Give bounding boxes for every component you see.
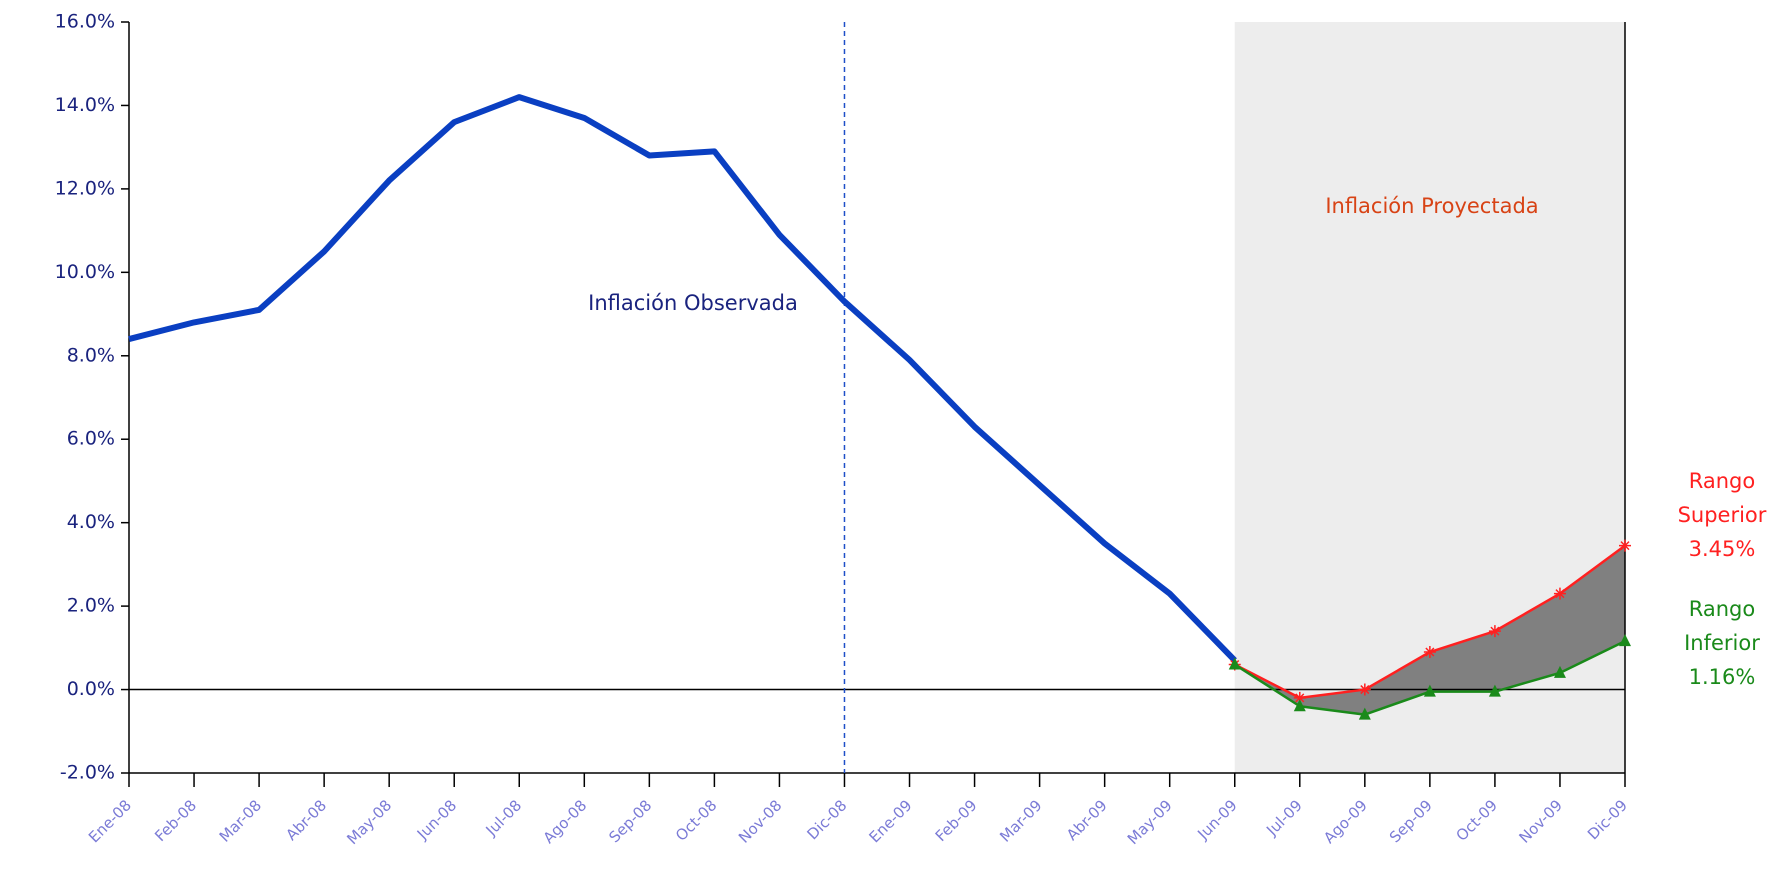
x-tick-label: Ago-09 — [1320, 796, 1371, 847]
x-tick-label: Sep-09 — [1386, 796, 1436, 846]
y-tick-label: 12.0% — [55, 177, 115, 199]
x-tick-label: Jun-09 — [1193, 796, 1240, 843]
series-line — [128, 94, 1237, 663]
y-tick-label: 8.0% — [67, 344, 115, 366]
annotation: 3.45% — [1689, 537, 1756, 561]
marker — [1488, 625, 1501, 638]
y-tick-label: -2.0% — [60, 762, 115, 784]
annotation: Rango — [1689, 597, 1756, 621]
y-tick-label: 2.0% — [67, 595, 115, 617]
marker — [1488, 684, 1501, 697]
x-tick-label: Abr-08 — [282, 796, 330, 844]
marker — [1423, 684, 1436, 697]
annotation: Inflación Proyectada — [1325, 194, 1538, 218]
annotation: 1.16% — [1689, 665, 1756, 689]
marker — [1293, 699, 1306, 712]
marker — [1358, 683, 1371, 696]
x-tick-label: Jul-09 — [1262, 796, 1306, 840]
x-tick-label: Oct-08 — [672, 796, 720, 844]
x-tick-label: Nov-08 — [735, 796, 785, 846]
x-tick-label: May-09 — [1124, 796, 1176, 848]
x-tick-label: Dic-09 — [1584, 796, 1631, 843]
x-tick-label: Feb-08 — [151, 796, 200, 845]
annotation: Inferior — [1684, 631, 1760, 655]
y-tick-label: 6.0% — [67, 428, 115, 450]
x-tick-label: May-08 — [343, 796, 395, 848]
x-tick-label: Mar-09 — [996, 796, 1045, 845]
x-tick-label: Mar-08 — [216, 796, 265, 845]
range-area — [1234, 545, 1625, 715]
y-tick-label: 14.0% — [55, 94, 115, 116]
y-tick-label: 10.0% — [55, 261, 115, 283]
marker — [1228, 657, 1241, 670]
y-tick-label: 16.0% — [55, 11, 115, 33]
y-tick-label: 0.0% — [67, 678, 115, 700]
marker — [1553, 587, 1566, 600]
x-tick-label: Jun-08 — [413, 796, 460, 843]
x-tick-label: Dic-08 — [803, 796, 850, 843]
x-tick-label: Abr-09 — [1063, 796, 1111, 844]
x-tick-label: Ene-09 — [866, 796, 916, 846]
marker — [1293, 691, 1306, 704]
annotation: Superior — [1678, 503, 1767, 527]
marker — [1358, 707, 1371, 720]
x-tick-label: Sep-08 — [605, 796, 655, 846]
marker — [1619, 539, 1631, 552]
x-tick-label: Nov-09 — [1515, 796, 1565, 846]
x-tick-label: Oct-09 — [1453, 796, 1501, 844]
y-tick-label: 4.0% — [67, 511, 115, 533]
marker — [1553, 665, 1566, 678]
annotation: Rango — [1689, 469, 1756, 493]
annotation: Inflación Observada — [588, 291, 798, 315]
x-tick-label: Feb-09 — [932, 796, 981, 845]
x-tick-label: Ago-08 — [540, 796, 591, 847]
marker — [1423, 646, 1436, 659]
marker — [1619, 634, 1631, 647]
x-tick-label: Ene-08 — [85, 796, 135, 846]
x-tick-label: Jul-08 — [482, 796, 526, 840]
